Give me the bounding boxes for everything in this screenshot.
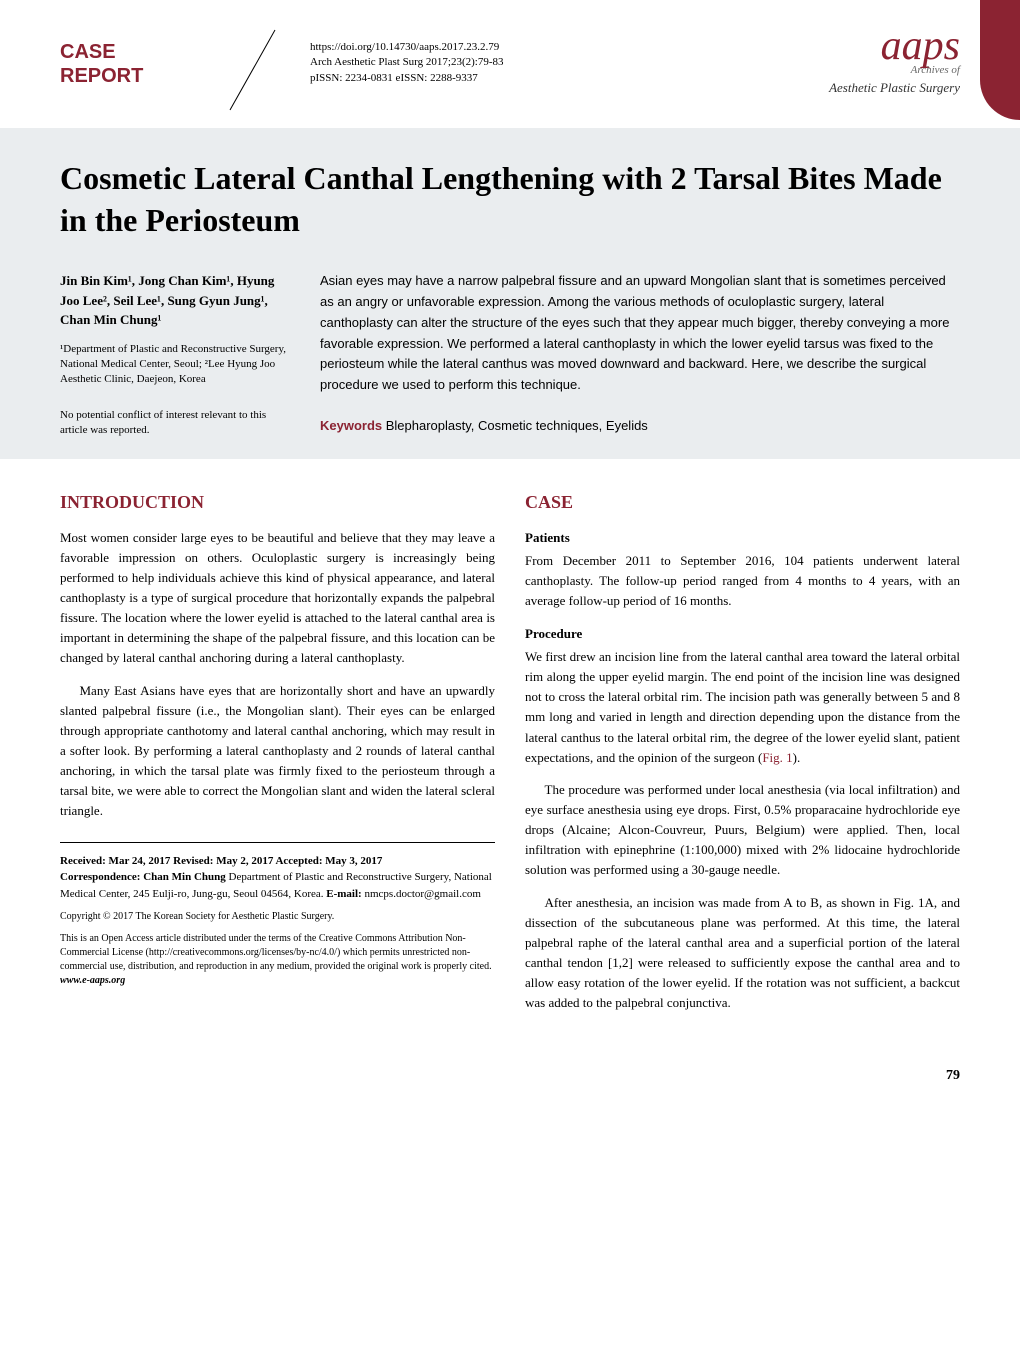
keywords-row: Keywords Blepharoplasty, Cosmetic techni… <box>320 416 960 437</box>
intro-p1: Most women consider large eyes to be bea… <box>60 528 495 669</box>
author-list: Jin Bin Kim¹, Jong Chan Kim¹, Hyung Joo … <box>60 271 290 330</box>
title-abstract-section: Cosmetic Lateral Canthal Lengthening wit… <box>0 128 1020 459</box>
procedure-p1: We first drew an incision line from the … <box>525 647 960 768</box>
correspondence: Correspondence: Chan Min Chung Departmen… <box>60 869 495 902</box>
article-type-label: CASE REPORT <box>60 40 180 88</box>
journal-cite: Arch Aesthetic Plast Surg 2017;23(2):79-… <box>310 55 504 70</box>
patients-subheading: Patients <box>525 528 960 548</box>
abstract-text: Asian eyes may have a narrow palpebral f… <box>320 271 960 396</box>
journal-logo: aaps Archives of Aesthetic Plastic Surge… <box>829 30 960 98</box>
logo-subtitle2: Aesthetic Plastic Surgery <box>829 78 960 98</box>
logo-text: aaps <box>829 30 960 64</box>
received-dates: Received: Mar 24, 2017 Revised: May 2, 2… <box>60 853 495 870</box>
label-line2: REPORT <box>60 65 143 87</box>
intro-p2: Many East Asians have eyes that are hori… <box>60 681 495 822</box>
body-columns: INTRODUCTION Most women consider large e… <box>0 459 1020 1056</box>
p1-text: We first drew an incision line from the … <box>525 649 960 765</box>
page-number: 79 <box>0 1055 1020 1116</box>
authors-abstract-row: Jin Bin Kim¹, Jong Chan Kim¹, Hyung Joo … <box>60 271 960 438</box>
authors-column: Jin Bin Kim¹, Jong Chan Kim¹, Hyung Joo … <box>60 271 290 438</box>
header: CASE REPORT https://doi.org/10.14730/aap… <box>0 0 1020 108</box>
label-line1: CASE <box>60 41 116 63</box>
issn: pISSN: 2234-0831 eISSN: 2288-9337 <box>310 71 504 86</box>
website: www.e-aaps.org <box>60 975 125 986</box>
abstract-column: Asian eyes may have a narrow palpebral f… <box>320 271 960 438</box>
email-label: E-mail: <box>326 888 364 900</box>
license-text: This is an Open Access article distribut… <box>60 932 495 988</box>
affiliations: ¹Department of Plastic and Reconstructiv… <box>60 342 290 388</box>
keywords-list: Blepharoplasty, Cosmetic techniques, Eye… <box>382 418 648 433</box>
correspondence-label: Correspondence: <box>60 871 143 883</box>
dates-text: Received: Mar 24, 2017 Revised: May 2, 2… <box>60 855 382 867</box>
doi: https://doi.org/10.14730/aaps.2017.23.2.… <box>310 40 504 55</box>
slash-divider <box>220 25 300 115</box>
conflict-statement: No potential conflict of interest releva… <box>60 408 290 439</box>
citation-block: https://doi.org/10.14730/aaps.2017.23.2.… <box>310 40 504 86</box>
procedure-p3: After anesthesia, an incision was made f… <box>525 893 960 1014</box>
patients-text: From December 2011 to September 2016, 10… <box>525 551 960 611</box>
p1-end: ). <box>793 750 801 765</box>
keywords-label: Keywords <box>320 418 382 433</box>
fig1-reference: Fig. 1 <box>762 750 792 765</box>
case-heading: CASE <box>525 489 960 516</box>
procedure-p2: The procedure was performed under local … <box>525 780 960 881</box>
email-value: nmcps.doctor@gmail.com <box>364 888 480 900</box>
article-title: Cosmetic Lateral Canthal Lengthening wit… <box>60 158 960 241</box>
article-info-block: Received: Mar 24, 2017 Revised: May 2, 2… <box>60 842 495 989</box>
correspondence-name: Chan Min Chung <box>143 871 226 883</box>
copyright-line: Copyright © 2017 The Korean Society for … <box>60 910 495 924</box>
intro-heading: INTRODUCTION <box>60 489 495 516</box>
procedure-subheading: Procedure <box>525 624 960 644</box>
license-body: This is an Open Access article distribut… <box>60 933 492 972</box>
